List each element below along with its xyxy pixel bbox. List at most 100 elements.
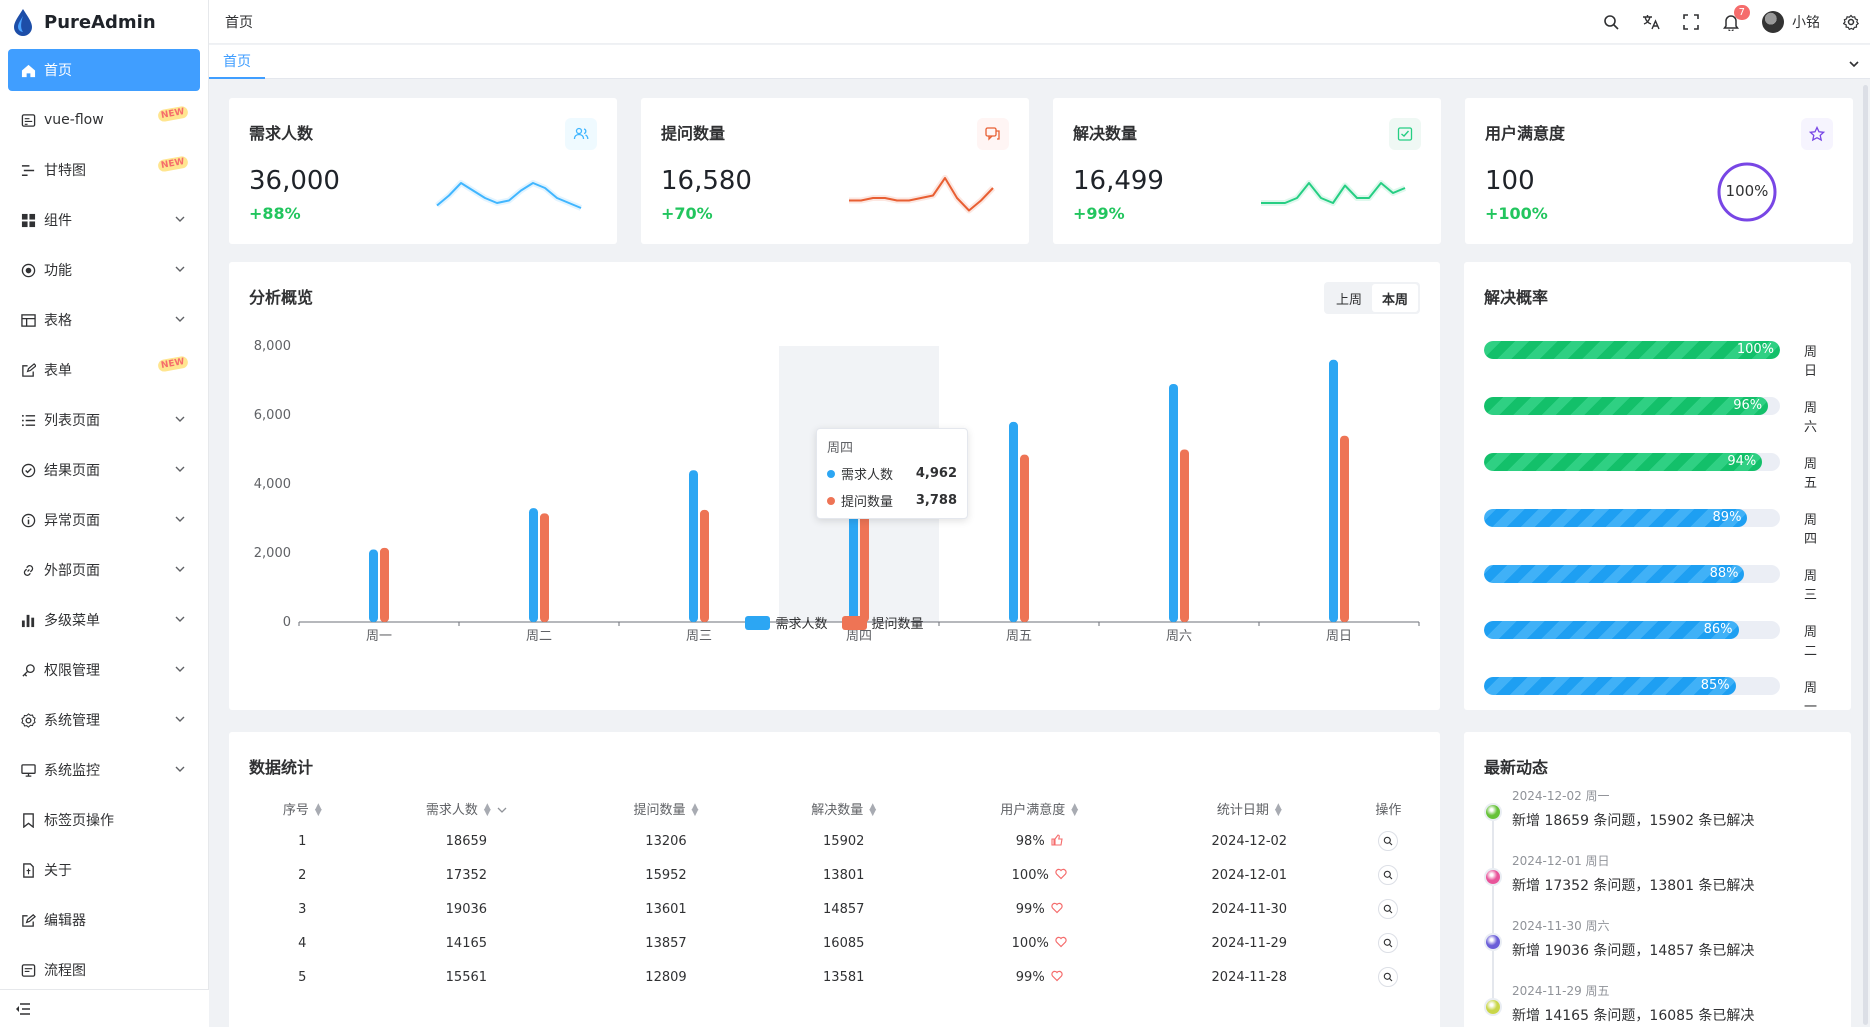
tab-home[interactable]: 首页 bbox=[209, 45, 265, 79]
stat-icon bbox=[977, 118, 1009, 150]
sidebar-item[interactable]: 权限管理 bbox=[8, 649, 200, 691]
collapse-sidebar-button[interactable] bbox=[0, 989, 209, 1027]
series-dot bbox=[827, 496, 835, 505]
filter-chevron-icon[interactable] bbox=[497, 805, 507, 815]
notification-bell-icon[interactable]: 7 bbox=[1722, 5, 1750, 31]
sort-icon[interactable]: ▲ ▼ bbox=[314, 802, 322, 818]
x-tick-label: 周三 bbox=[686, 629, 712, 642]
timeline-line bbox=[1492, 951, 1494, 1000]
legend-item[interactable]: 需求人数 bbox=[745, 613, 828, 632]
sidebar-item[interactable]: 表单 NEW bbox=[8, 349, 200, 391]
sidebar-item[interactable]: 编辑器 bbox=[8, 899, 200, 941]
tooltip-value: 4,962 bbox=[915, 466, 957, 481]
x-tick-label: 周五 bbox=[1006, 629, 1032, 642]
view-details-button[interactable] bbox=[1378, 933, 1399, 953]
sidebar-item-label: 首页 bbox=[44, 63, 72, 79]
chart-legend: 需求人数 提问数量 bbox=[229, 613, 1440, 632]
chevron-down-icon bbox=[175, 316, 185, 322]
view-details-button[interactable] bbox=[1378, 865, 1399, 885]
sidebar-item-label: 异常页面 bbox=[44, 513, 100, 529]
sidebar-item[interactable]: vue-flow NEW bbox=[8, 99, 200, 141]
sidebar-item[interactable]: 流程图 bbox=[8, 949, 200, 991]
sort-icon[interactable]: ▲ ▼ bbox=[691, 802, 699, 818]
column-header-label: 解决数量 bbox=[811, 802, 864, 818]
flow-icon bbox=[20, 112, 36, 128]
chevron-down-icon bbox=[175, 516, 185, 522]
this-week-option[interactable]: 本周 bbox=[1371, 284, 1418, 312]
column-header[interactable]: 序号 ▲ ▼ bbox=[249, 792, 356, 824]
progress-text: 94% bbox=[1727, 454, 1757, 469]
progress-fill: 85% bbox=[1484, 677, 1736, 695]
progress-fill: 100% bbox=[1484, 341, 1780, 359]
column-header[interactable]: 用户满意度 ▲ ▼ bbox=[933, 792, 1146, 824]
table-row: 3 19036 13601 14857 99% 2024-11-30 bbox=[249, 892, 1424, 926]
sidebar-item[interactable]: 系统监控 bbox=[8, 749, 200, 791]
column-header[interactable]: 统计日期 ▲ ▼ bbox=[1146, 792, 1353, 824]
search-icon bbox=[1384, 972, 1393, 982]
sidebar-item[interactable]: 组件 bbox=[8, 199, 200, 241]
chevron-down-icon[interactable] bbox=[1848, 55, 1860, 74]
view-details-button[interactable] bbox=[1378, 967, 1399, 987]
table-cell: 12809 bbox=[577, 960, 755, 994]
tooltip-series-name: 需求人数 bbox=[841, 468, 894, 483]
monitor-icon bbox=[20, 762, 36, 778]
search-icon bbox=[1384, 836, 1393, 846]
tooltip-value: 3,788 bbox=[915, 493, 957, 508]
sidebar-item[interactable]: 标签页操作 bbox=[8, 799, 200, 841]
sidebar-item[interactable]: 功能 bbox=[8, 249, 200, 291]
progress-row: 86% 周二 bbox=[1484, 618, 1817, 659]
sidebar-item[interactable]: 异常页面 bbox=[8, 499, 200, 541]
tooltip-category: 周四 bbox=[827, 441, 854, 456]
notification-count-badge: 7 bbox=[1733, 5, 1750, 20]
sidebar-item[interactable]: 甘特图 NEW bbox=[8, 149, 200, 191]
latest-news-card: 最新动态 2024-12-02 周一 新增 18659 条问题，15902 条已解… bbox=[1464, 732, 1851, 1027]
timeline-item: 2024-11-30 周六 新增 19036 条问题，14857 条已解决 bbox=[1484, 917, 1754, 1000]
search-icon bbox=[1384, 938, 1393, 948]
cell-text: 15561 bbox=[445, 969, 488, 985]
user-menu[interactable]: 小铭 bbox=[1762, 11, 1820, 33]
cell-text: 16085 bbox=[823, 935, 865, 951]
view-details-button[interactable] bbox=[1378, 899, 1399, 919]
progress-day-label: 周二 bbox=[1804, 625, 1818, 659]
sidebar-item[interactable]: 系统管理 bbox=[8, 699, 200, 741]
sort-icon[interactable]: ▲ ▼ bbox=[869, 802, 877, 818]
page-scrollbar[interactable] bbox=[1863, 85, 1868, 1025]
stat-card: 用户满意度 100 +100% 100% bbox=[1465, 98, 1853, 244]
sidebar-item[interactable]: 外部页面 bbox=[8, 549, 200, 591]
app-logo[interactable]: PureAdmin bbox=[0, 0, 208, 44]
table-cell: 13206 bbox=[577, 824, 755, 858]
column-header[interactable]: 解决数量 ▲ ▼ bbox=[755, 792, 933, 824]
translate-icon[interactable] bbox=[1642, 13, 1660, 31]
legend-item[interactable]: 提问数量 bbox=[841, 613, 924, 632]
bar-demand bbox=[369, 549, 378, 622]
column-header[interactable]: 提问数量 ▲ ▼ bbox=[577, 792, 755, 824]
search-icon[interactable] bbox=[1602, 13, 1620, 31]
sparkline bbox=[1261, 180, 1407, 206]
sort-icon[interactable]: ▲ ▼ bbox=[1274, 802, 1282, 818]
user-name: 小铭 bbox=[1792, 15, 1820, 31]
column-header[interactable]: 需求人数 ▲ ▼ bbox=[356, 792, 578, 824]
last-week-option[interactable]: 上周 bbox=[1335, 292, 1362, 308]
sidebar-item[interactable]: 列表页面 bbox=[8, 399, 200, 441]
view-details-button[interactable] bbox=[1378, 831, 1399, 851]
settings-gear-icon[interactable] bbox=[1842, 13, 1860, 31]
x-tick-label: 周六 bbox=[1166, 629, 1192, 642]
new-badge: NEW bbox=[157, 355, 189, 373]
column-header-label: 需求人数 bbox=[425, 802, 478, 818]
stat-title: 需求人数 bbox=[249, 124, 314, 143]
sidebar-item-label: vue-flow bbox=[44, 112, 104, 128]
sort-icon[interactable]: ▲ ▼ bbox=[1071, 802, 1079, 818]
new-badge: NEW bbox=[157, 155, 189, 173]
sort-icon[interactable]: ▲ ▼ bbox=[483, 802, 491, 818]
table-row: 2 17352 15952 13801 100% 2024-12-01 bbox=[249, 858, 1424, 892]
cell-text: 2 bbox=[298, 867, 307, 883]
breadcrumb[interactable]: 首页 bbox=[225, 14, 253, 31]
progress-track: 88% bbox=[1484, 565, 1780, 583]
data-stats-card: 数据统计 序号 ▲ ▼ 需求人数 ▲ ▼ 提问数量 ▲ ▼ 解决数量 ▲ ▼ 用户满意度 ▲ ▼ 统计日期 ▲ ▼… bbox=[229, 732, 1440, 1027]
sidebar-item[interactable]: 关于 bbox=[8, 849, 200, 891]
sidebar-item[interactable]: 首页 bbox=[8, 49, 200, 91]
fullscreen-icon[interactable] bbox=[1682, 13, 1700, 31]
sidebar-item[interactable]: 表格 bbox=[8, 299, 200, 341]
sidebar-item[interactable]: 结果页面 bbox=[8, 449, 200, 491]
sidebar-item[interactable]: 多级菜单 bbox=[8, 599, 200, 641]
